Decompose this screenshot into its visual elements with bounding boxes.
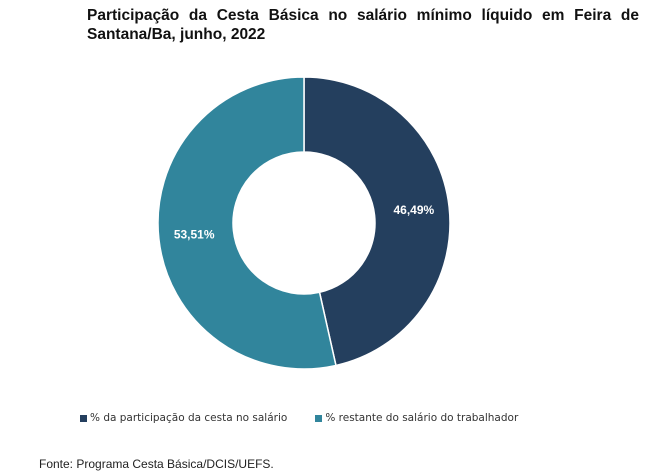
legend-swatch-cesta — [80, 414, 87, 422]
legend-label-restante: % restante do salário do trabalhador — [325, 412, 519, 424]
donut-chart: 46,49% 53,51% — [157, 76, 451, 370]
donut-slices — [157, 76, 451, 370]
legend-item-cesta: % da participação da cesta no salário — [80, 412, 287, 424]
slice-restante — [157, 76, 337, 370]
legend-swatch-restante — [315, 414, 323, 422]
slice-cesta — [303, 76, 451, 367]
source-note: Fonte: Programa Cesta Básica/DCIS/UEFS. — [39, 457, 274, 471]
chart-legend: % da participação da cesta no salário % … — [80, 412, 546, 424]
donut-slice-labels: 46,49% 53,51% — [174, 203, 435, 241]
slice-label-restante: 53,51% — [174, 227, 215, 241]
legend-label-cesta: % da participação da cesta no salário — [90, 412, 288, 424]
chart-title: Participação da Cesta Básica no salário … — [87, 7, 639, 43]
slice-label-cesta: 46,49% — [393, 203, 434, 217]
legend-item-restante: % restante do salário do trabalhador — [315, 412, 518, 424]
